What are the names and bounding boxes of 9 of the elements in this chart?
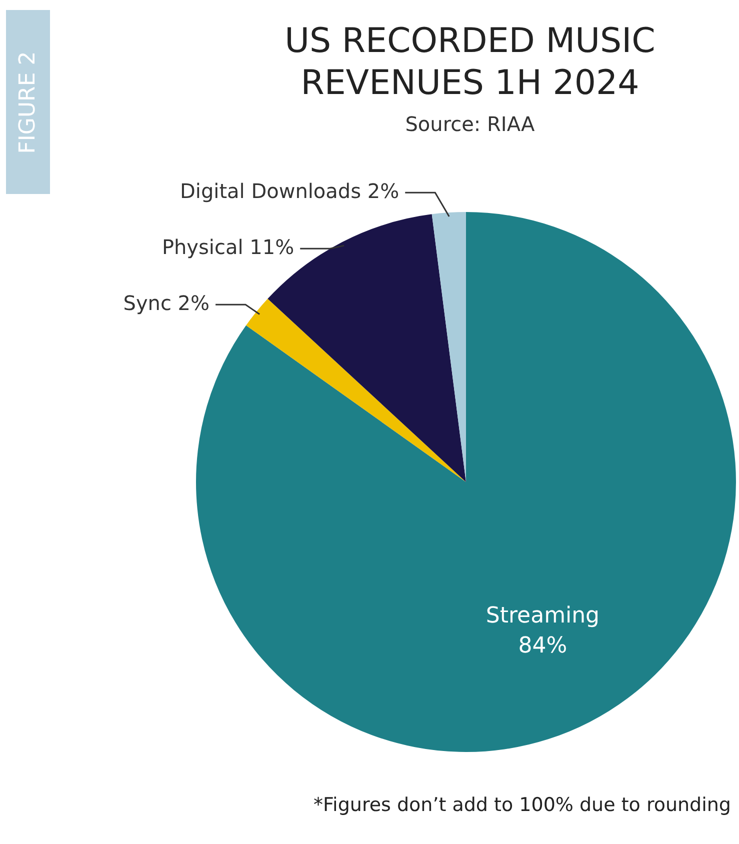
data-label: 84% [518,634,568,659]
chart-title: US RECORDED MUSIC REVENUES 1H 2024 [284,20,656,104]
text: *Figures don’t add to 100% due to rounding [314,794,731,816]
slice-label: Sync 2% [123,290,210,315]
slice-label: Streaming [486,604,600,629]
slice-label: Digital Downloads 2% [180,178,400,203]
caption: FIGURE 2 [16,50,41,154]
slice-label: Physical 11% [162,234,294,259]
chart-subtitle: Source: RIAA [404,112,536,136]
